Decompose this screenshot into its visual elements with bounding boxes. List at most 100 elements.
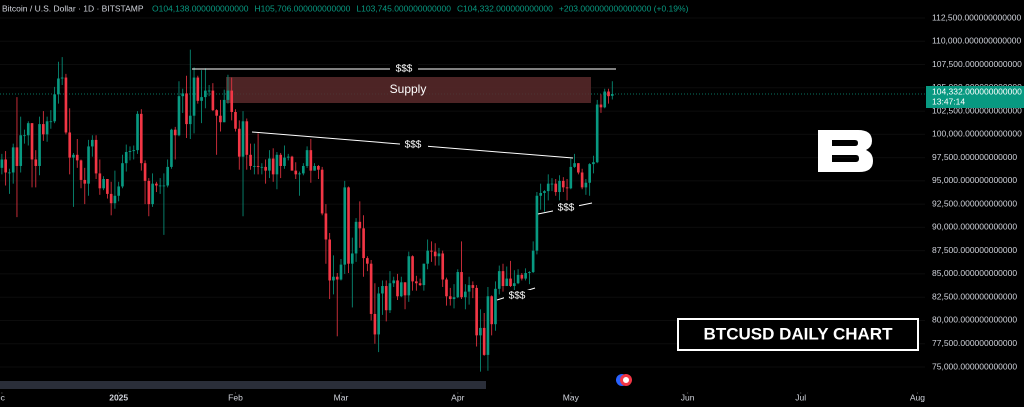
x-tick-label: Jun [681, 392, 695, 402]
badge-text: BTCUSD DAILY CHART [704, 324, 894, 343]
candle-body [430, 250, 433, 252]
y-tick-label: 80,000.000000000000 [932, 315, 1017, 325]
candle-body [90, 139, 94, 147]
candle-body [539, 192, 543, 196]
candle-body [528, 272, 531, 274]
candle-body [279, 154, 283, 166]
candle-body [603, 91, 607, 108]
y-tick-label: 75,000.000000000000 [932, 361, 1017, 371]
header: Bitcoin / U.S. Dollar · 1D · BITSTAMP O1… [2, 3, 689, 13]
candle-body [162, 185, 166, 187]
candle-body [305, 150, 309, 166]
candle-body [106, 179, 109, 194]
candle-body [592, 162, 595, 165]
candle-body [26, 123, 30, 136]
candle-body [313, 165, 316, 171]
candle-body [550, 183, 554, 185]
x-tick-label: ec [0, 392, 6, 402]
candle-body [53, 94, 56, 122]
candle-body [15, 147, 19, 166]
price-axis: 75,000.000000000000 77,500.000000000000 80… [0, 12, 1022, 402]
brand-logo [818, 130, 873, 172]
liquidity-label: $$$ [396, 64, 413, 75]
x-tick-label: May [563, 392, 580, 402]
ohlc-value: C104,332.000000000000 [457, 3, 553, 13]
candle-body [448, 296, 452, 300]
candle-body [482, 327, 486, 355]
candle-body [249, 154, 252, 166]
candle-body [366, 258, 369, 264]
candle-body [343, 187, 347, 265]
candle-body [158, 185, 162, 187]
candle-body [117, 186, 121, 196]
y-tick-label: 82,500.000000000000 [932, 291, 1017, 301]
price-tag-value: 104,332.000000000000 [932, 86, 1022, 96]
candle-body [4, 159, 7, 173]
candle-body [185, 93, 188, 125]
candle-body [332, 276, 335, 281]
candle-body [0, 159, 4, 168]
candle-body [45, 121, 49, 135]
candle-body [256, 165, 260, 167]
supply-zone [226, 77, 591, 103]
candle-body [83, 179, 87, 184]
candle-body [433, 251, 437, 257]
candle-body [577, 163, 580, 173]
candle-body [11, 147, 15, 173]
candle-body [580, 172, 584, 188]
candle-body [501, 271, 505, 287]
symbol: Bitcoin / U.S. Dollar · 1D · BITSTAMP [2, 3, 144, 13]
candle-body [64, 77, 68, 133]
y-tick-label: 100,000.000000000000 [932, 129, 1022, 139]
y-tick-label: 107,500.000000000000 [932, 59, 1022, 69]
candle-body [211, 90, 215, 111]
candle-body [109, 193, 113, 204]
candle-body [520, 274, 524, 279]
y-tick-label: 97,500.000000000000 [932, 152, 1017, 162]
candle-body [286, 156, 290, 158]
candle-body [253, 165, 256, 167]
candle-body [298, 173, 301, 175]
candle-body [441, 253, 445, 280]
candle-body [369, 263, 373, 314]
candle-body [531, 250, 535, 273]
candle-body [426, 250, 429, 264]
candle-body [467, 285, 471, 292]
candle-body [584, 182, 588, 188]
label-bg [504, 290, 530, 302]
candle-body [170, 129, 173, 167]
y-tick-label: 87,500.000000000000 [932, 245, 1017, 255]
candle-body [358, 221, 362, 229]
supply-label: Supply [390, 82, 427, 96]
candle-body [411, 256, 414, 282]
x-tick-label: Apr [451, 392, 464, 402]
x-tick-label: 2025 [109, 392, 128, 402]
candle-body [607, 91, 610, 97]
candle-body [505, 278, 509, 287]
y-tick-label: 95,000.000000000000 [932, 175, 1017, 185]
candle-body [181, 93, 185, 97]
candle-body [558, 180, 561, 193]
candle-body [407, 256, 411, 296]
candle-body [384, 286, 388, 311]
candle-body [494, 288, 497, 325]
y-tick-label: 92,500.000000000000 [932, 198, 1017, 208]
candle-body [573, 163, 576, 167]
candle-body [132, 150, 136, 152]
candle-body [188, 115, 192, 125]
candle-body [377, 293, 380, 335]
candle-body [490, 296, 494, 325]
candle-body [309, 150, 313, 171]
candle-body [38, 124, 41, 166]
candle-body [234, 111, 237, 129]
x-tick-label: Aug [910, 392, 925, 402]
candle-body [226, 90, 230, 100]
ohlc-value: +203.000000000000000 (+0.19%) [559, 3, 689, 13]
candle-body [324, 213, 328, 240]
candle-body [196, 77, 200, 101]
candle-body [151, 183, 154, 205]
candle-body [30, 123, 34, 160]
candle-body [237, 128, 241, 157]
liquidity-label: $$$ [405, 140, 422, 151]
